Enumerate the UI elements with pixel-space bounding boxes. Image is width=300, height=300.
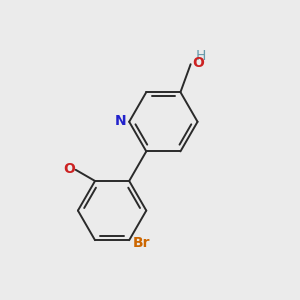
Text: O: O [192,56,204,70]
Text: O: O [63,162,75,176]
Text: N: N [115,114,127,128]
Text: Br: Br [133,236,150,250]
Text: H: H [196,49,206,63]
